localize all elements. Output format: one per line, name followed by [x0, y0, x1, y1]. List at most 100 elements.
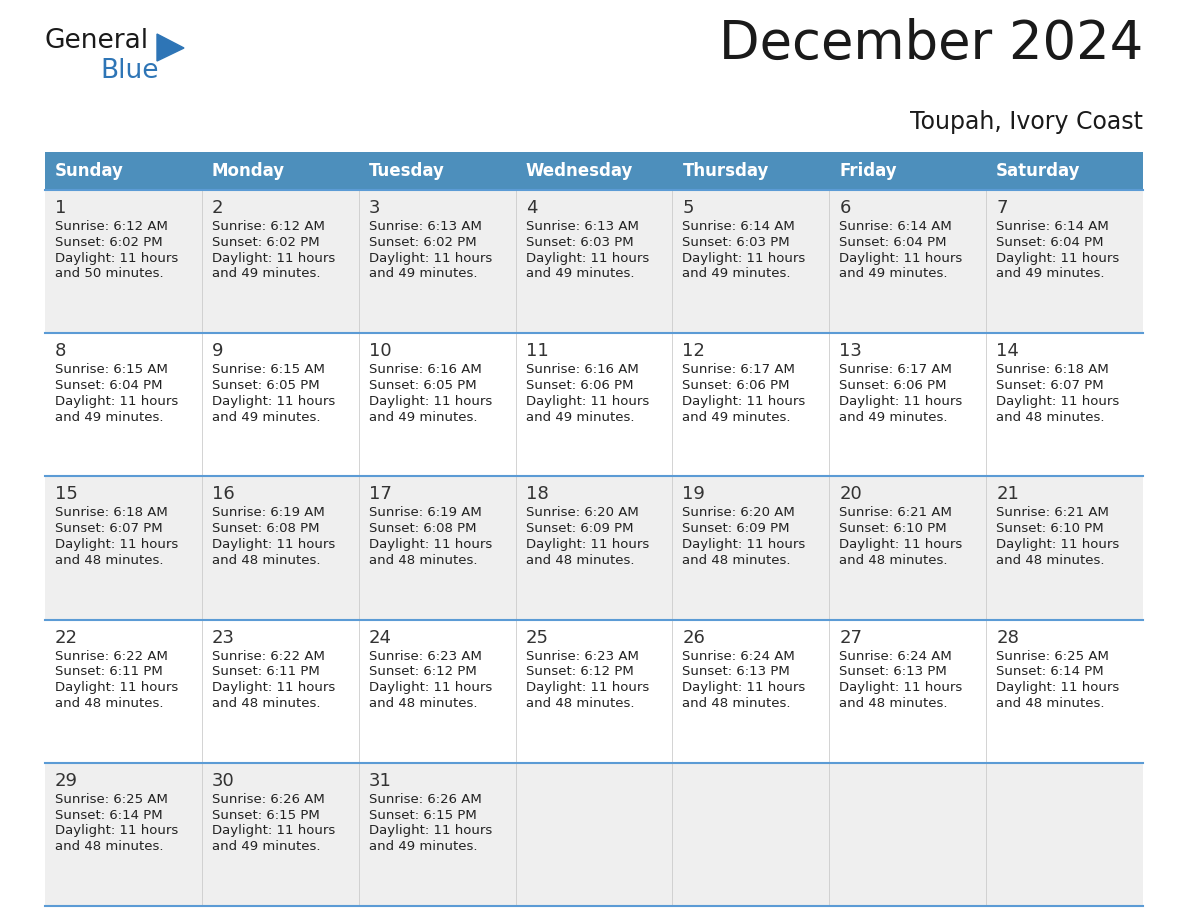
- Text: and 48 minutes.: and 48 minutes.: [525, 697, 634, 710]
- Text: Daylight: 11 hours: Daylight: 11 hours: [368, 824, 492, 837]
- Text: and 49 minutes.: and 49 minutes.: [839, 410, 948, 423]
- Text: Sunset: 6:04 PM: Sunset: 6:04 PM: [839, 236, 947, 249]
- Text: Daylight: 11 hours: Daylight: 11 hours: [211, 538, 335, 551]
- Text: Thursday: Thursday: [682, 162, 769, 180]
- Text: Sunrise: 6:19 AM: Sunrise: 6:19 AM: [368, 507, 481, 520]
- Text: Sunrise: 6:26 AM: Sunrise: 6:26 AM: [368, 793, 481, 806]
- Text: Sunrise: 6:18 AM: Sunrise: 6:18 AM: [997, 364, 1108, 376]
- Text: Sunday: Sunday: [55, 162, 124, 180]
- Text: and 49 minutes.: and 49 minutes.: [682, 410, 791, 423]
- Text: and 49 minutes.: and 49 minutes.: [682, 267, 791, 280]
- Text: and 48 minutes.: and 48 minutes.: [682, 554, 791, 566]
- Text: Sunset: 6:11 PM: Sunset: 6:11 PM: [211, 666, 320, 678]
- Text: and 48 minutes.: and 48 minutes.: [839, 554, 948, 566]
- Text: 27: 27: [839, 629, 862, 646]
- Text: 20: 20: [839, 486, 862, 503]
- Text: Sunset: 6:14 PM: Sunset: 6:14 PM: [997, 666, 1104, 678]
- Text: Sunset: 6:02 PM: Sunset: 6:02 PM: [368, 236, 476, 249]
- Text: 14: 14: [997, 342, 1019, 360]
- Text: Daylight: 11 hours: Daylight: 11 hours: [55, 252, 178, 264]
- Text: Daylight: 11 hours: Daylight: 11 hours: [368, 538, 492, 551]
- Text: Daylight: 11 hours: Daylight: 11 hours: [55, 395, 178, 408]
- Text: 16: 16: [211, 486, 234, 503]
- Text: and 48 minutes.: and 48 minutes.: [55, 840, 164, 853]
- Text: Sunset: 6:02 PM: Sunset: 6:02 PM: [211, 236, 320, 249]
- Text: and 48 minutes.: and 48 minutes.: [997, 554, 1105, 566]
- Text: Daylight: 11 hours: Daylight: 11 hours: [525, 681, 649, 694]
- Text: 28: 28: [997, 629, 1019, 646]
- Text: and 49 minutes.: and 49 minutes.: [368, 267, 478, 280]
- Text: Daylight: 11 hours: Daylight: 11 hours: [55, 824, 178, 837]
- Text: and 49 minutes.: and 49 minutes.: [368, 410, 478, 423]
- Text: Sunset: 6:04 PM: Sunset: 6:04 PM: [997, 236, 1104, 249]
- Bar: [45, 620, 1143, 763]
- Text: 9: 9: [211, 342, 223, 360]
- Text: Sunrise: 6:16 AM: Sunrise: 6:16 AM: [368, 364, 481, 376]
- Text: 17: 17: [368, 486, 392, 503]
- Text: Monday: Monday: [211, 162, 285, 180]
- Text: Sunset: 6:02 PM: Sunset: 6:02 PM: [55, 236, 163, 249]
- Text: Sunset: 6:04 PM: Sunset: 6:04 PM: [55, 379, 163, 392]
- Text: and 49 minutes.: and 49 minutes.: [525, 410, 634, 423]
- Text: Daylight: 11 hours: Daylight: 11 hours: [368, 252, 492, 264]
- Text: Sunset: 6:05 PM: Sunset: 6:05 PM: [211, 379, 320, 392]
- Text: Daylight: 11 hours: Daylight: 11 hours: [55, 538, 178, 551]
- Text: and 48 minutes.: and 48 minutes.: [211, 697, 321, 710]
- Text: Sunset: 6:09 PM: Sunset: 6:09 PM: [525, 522, 633, 535]
- Text: Sunset: 6:12 PM: Sunset: 6:12 PM: [525, 666, 633, 678]
- Text: 30: 30: [211, 772, 234, 789]
- Text: Sunrise: 6:24 AM: Sunrise: 6:24 AM: [839, 650, 952, 663]
- Text: Friday: Friday: [839, 162, 897, 180]
- Text: Daylight: 11 hours: Daylight: 11 hours: [211, 252, 335, 264]
- Text: Sunrise: 6:16 AM: Sunrise: 6:16 AM: [525, 364, 638, 376]
- Text: Daylight: 11 hours: Daylight: 11 hours: [525, 395, 649, 408]
- Text: 23: 23: [211, 629, 235, 646]
- Text: 7: 7: [997, 199, 1007, 217]
- Text: Sunrise: 6:18 AM: Sunrise: 6:18 AM: [55, 507, 168, 520]
- Text: Sunrise: 6:25 AM: Sunrise: 6:25 AM: [55, 793, 168, 806]
- Text: Sunrise: 6:14 AM: Sunrise: 6:14 AM: [682, 220, 795, 233]
- Text: 8: 8: [55, 342, 67, 360]
- Text: and 50 minutes.: and 50 minutes.: [55, 267, 164, 280]
- Text: and 48 minutes.: and 48 minutes.: [839, 697, 948, 710]
- Text: Daylight: 11 hours: Daylight: 11 hours: [211, 824, 335, 837]
- Text: Sunset: 6:11 PM: Sunset: 6:11 PM: [55, 666, 163, 678]
- Text: Daylight: 11 hours: Daylight: 11 hours: [682, 395, 805, 408]
- Text: and 49 minutes.: and 49 minutes.: [839, 267, 948, 280]
- Text: Sunrise: 6:14 AM: Sunrise: 6:14 AM: [997, 220, 1108, 233]
- Text: Daylight: 11 hours: Daylight: 11 hours: [997, 252, 1119, 264]
- Text: 31: 31: [368, 772, 392, 789]
- Text: Sunrise: 6:23 AM: Sunrise: 6:23 AM: [525, 650, 638, 663]
- Text: Sunset: 6:07 PM: Sunset: 6:07 PM: [55, 522, 163, 535]
- Text: Daylight: 11 hours: Daylight: 11 hours: [682, 681, 805, 694]
- Text: Daylight: 11 hours: Daylight: 11 hours: [839, 252, 962, 264]
- Text: 25: 25: [525, 629, 549, 646]
- Text: Sunrise: 6:20 AM: Sunrise: 6:20 AM: [682, 507, 795, 520]
- Text: 1: 1: [55, 199, 67, 217]
- Text: Sunset: 6:06 PM: Sunset: 6:06 PM: [525, 379, 633, 392]
- Text: Daylight: 11 hours: Daylight: 11 hours: [839, 681, 962, 694]
- Text: 24: 24: [368, 629, 392, 646]
- Text: and 48 minutes.: and 48 minutes.: [211, 554, 321, 566]
- Text: 6: 6: [839, 199, 851, 217]
- Text: Daylight: 11 hours: Daylight: 11 hours: [368, 681, 492, 694]
- Text: Sunrise: 6:12 AM: Sunrise: 6:12 AM: [55, 220, 168, 233]
- Text: Daylight: 11 hours: Daylight: 11 hours: [997, 395, 1119, 408]
- Text: Sunset: 6:10 PM: Sunset: 6:10 PM: [997, 522, 1104, 535]
- Text: December 2024: December 2024: [719, 18, 1143, 70]
- Text: 5: 5: [682, 199, 694, 217]
- Text: and 49 minutes.: and 49 minutes.: [211, 410, 321, 423]
- Text: General: General: [45, 28, 150, 54]
- Text: Sunrise: 6:19 AM: Sunrise: 6:19 AM: [211, 507, 324, 520]
- Text: Sunset: 6:06 PM: Sunset: 6:06 PM: [839, 379, 947, 392]
- Text: and 49 minutes.: and 49 minutes.: [368, 840, 478, 853]
- Text: Daylight: 11 hours: Daylight: 11 hours: [525, 252, 649, 264]
- Text: Sunrise: 6:22 AM: Sunrise: 6:22 AM: [211, 650, 324, 663]
- Text: 3: 3: [368, 199, 380, 217]
- Text: Sunset: 6:10 PM: Sunset: 6:10 PM: [839, 522, 947, 535]
- Text: and 48 minutes.: and 48 minutes.: [997, 697, 1105, 710]
- Text: Sunrise: 6:12 AM: Sunrise: 6:12 AM: [211, 220, 324, 233]
- Text: 29: 29: [55, 772, 78, 789]
- Text: Sunset: 6:12 PM: Sunset: 6:12 PM: [368, 666, 476, 678]
- Text: Sunrise: 6:13 AM: Sunrise: 6:13 AM: [368, 220, 481, 233]
